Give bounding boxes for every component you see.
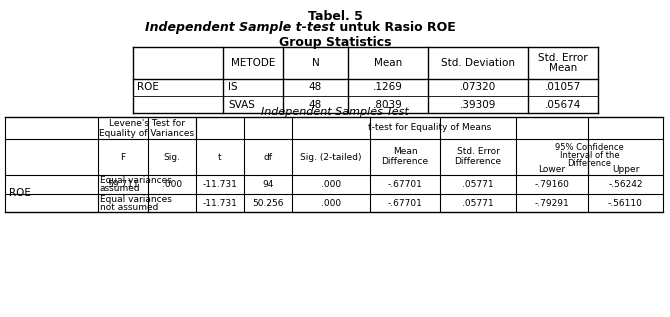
- Text: .01057: .01057: [545, 82, 581, 93]
- Text: 59.711: 59.711: [107, 180, 139, 189]
- Text: Mean: Mean: [549, 63, 577, 73]
- Text: Std. Error: Std. Error: [538, 53, 588, 63]
- Text: ROE: ROE: [9, 189, 31, 198]
- Text: IS: IS: [228, 82, 238, 93]
- Text: Interval of the: Interval of the: [559, 152, 619, 160]
- Text: ROE: ROE: [137, 82, 159, 93]
- Text: df: df: [263, 152, 273, 161]
- Text: .000: .000: [321, 180, 341, 189]
- Text: -.67701: -.67701: [387, 180, 423, 189]
- Text: Difference: Difference: [454, 158, 502, 166]
- Text: Difference: Difference: [567, 159, 612, 169]
- Text: -11.731: -11.731: [202, 198, 237, 208]
- Text: 48: 48: [309, 82, 322, 93]
- Text: .05771: .05771: [462, 180, 494, 189]
- Text: Mean: Mean: [393, 147, 417, 157]
- Text: .07320: .07320: [460, 82, 496, 93]
- Text: -.56110: -.56110: [608, 198, 643, 208]
- Text: Std. Deviation: Std. Deviation: [441, 58, 515, 68]
- Text: Mean: Mean: [374, 58, 402, 68]
- Text: 48: 48: [309, 100, 322, 109]
- Text: .1269: .1269: [373, 82, 403, 93]
- Text: .39309: .39309: [460, 100, 496, 109]
- Text: Sig.: Sig.: [163, 152, 180, 161]
- Text: .000: .000: [162, 180, 182, 189]
- Text: .000: .000: [321, 198, 341, 208]
- Text: Std. Error: Std. Error: [456, 147, 499, 157]
- Text: Independent Sample t-test: Independent Sample t-test: [145, 21, 335, 34]
- Text: Equal variances: Equal variances: [100, 195, 172, 204]
- Text: untuk Rasio ROE: untuk Rasio ROE: [335, 21, 456, 34]
- Text: t-test for Equality of Means: t-test for Equality of Means: [368, 124, 491, 133]
- Text: SVAS: SVAS: [228, 100, 255, 109]
- Text: -.79160: -.79160: [535, 180, 570, 189]
- Text: Group Statistics: Group Statistics: [279, 36, 391, 49]
- Text: Tabel. 5: Tabel. 5: [308, 10, 362, 23]
- Text: N: N: [312, 58, 320, 68]
- Text: Levene's Test for: Levene's Test for: [109, 120, 185, 128]
- Text: 95% Confidence: 95% Confidence: [555, 144, 624, 152]
- Text: Upper: Upper: [612, 165, 639, 173]
- Text: Lower: Lower: [539, 165, 565, 173]
- Text: t: t: [218, 152, 222, 161]
- Text: -.56242: -.56242: [608, 180, 643, 189]
- Text: -.79291: -.79291: [535, 198, 570, 208]
- Text: .8039: .8039: [373, 100, 403, 109]
- Text: Difference: Difference: [381, 158, 429, 166]
- Text: -11.731: -11.731: [202, 180, 237, 189]
- Text: Sig. (2-tailed): Sig. (2-tailed): [300, 152, 362, 161]
- Text: .05674: .05674: [545, 100, 581, 109]
- Text: not assumed: not assumed: [100, 203, 158, 211]
- Text: assumed: assumed: [100, 184, 141, 193]
- Text: -.67701: -.67701: [387, 198, 423, 208]
- Text: 94: 94: [263, 180, 273, 189]
- Text: Equal variances: Equal variances: [100, 176, 172, 185]
- Text: METODE: METODE: [230, 58, 275, 68]
- Text: F: F: [121, 152, 125, 161]
- Text: 50.256: 50.256: [252, 198, 284, 208]
- Text: .05771: .05771: [462, 198, 494, 208]
- Text: Independent Samples Test: Independent Samples Test: [261, 107, 409, 117]
- Text: Equality of Variances: Equality of Variances: [99, 128, 194, 138]
